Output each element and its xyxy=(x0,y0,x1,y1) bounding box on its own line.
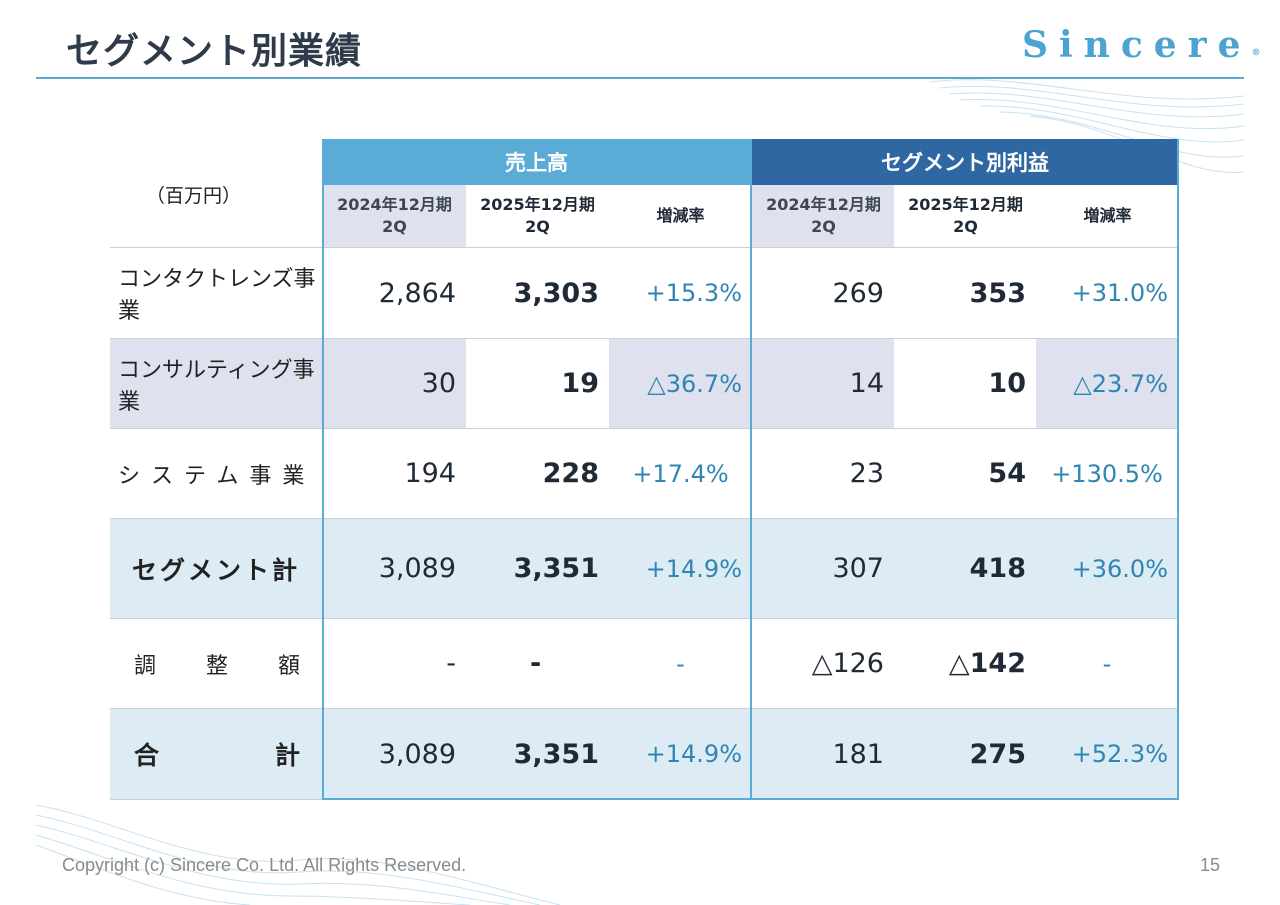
column-divider xyxy=(750,139,752,800)
header-line: 2Q xyxy=(811,217,836,236)
copyright-footer: Copyright (c) Sincere Co. Ltd. All Right… xyxy=(62,855,467,875)
profit-curr-value: 54 xyxy=(988,458,1026,489)
row-label: 合 計 xyxy=(110,709,300,799)
row-divider xyxy=(110,708,1178,709)
header-line: 2025年12月期 xyxy=(480,195,595,214)
highlight-cell xyxy=(894,339,1036,428)
header-line: 2Q xyxy=(525,217,550,236)
table-row: コンサルティング事業 30 19 △36.7% 14 10 △23.7% xyxy=(110,339,1178,428)
table-bottom-border xyxy=(322,798,1179,800)
row-label: コンサルティング事業 xyxy=(118,357,315,415)
sales-change-value: +14.9% xyxy=(645,554,742,583)
sales-change-value: △36.7% xyxy=(647,369,742,398)
profit-prev-value: 307 xyxy=(832,553,884,584)
profit-curr-value: △142 xyxy=(948,648,1026,679)
page-number: 15 xyxy=(1199,855,1220,875)
row-label: コンタクトレンズ事業 xyxy=(118,267,316,324)
sales-curr-value: 3,351 xyxy=(513,553,599,584)
header-line: 2024年12月期 xyxy=(337,195,452,214)
label-char: 計 xyxy=(274,741,300,770)
row-label: 調 整 額 xyxy=(110,619,300,708)
profit-change-value: +36.0% xyxy=(1071,554,1168,583)
table-row: 合 計 3,089 3,351 +14.9% 181 275 +52.3% xyxy=(110,709,1178,799)
table-row: 調 整 額 - - - △126 △142 - xyxy=(110,619,1178,708)
profit-change-value: +52.3% xyxy=(1071,740,1168,768)
logo-text: Sincere xyxy=(1022,24,1252,66)
profit-curr-value: 10 xyxy=(988,368,1026,399)
table-row: コンタクトレンズ事業 2,864 3,303 +15.3% 269 353 +3… xyxy=(110,248,1178,338)
profit-change-header: 増減率 xyxy=(1036,185,1179,247)
profit-change-value: +31.0% xyxy=(1071,279,1168,307)
sales-curr-value: 228 xyxy=(542,458,599,489)
sincere-logo: Sincere® xyxy=(1022,24,1261,66)
profit-prev-value: 23 xyxy=(849,458,884,489)
profit-prev-header: 2024年12月期 2Q xyxy=(752,185,895,247)
profit-prev-value: 14 xyxy=(849,368,884,399)
profit-curr-header: 2025年12月期 2Q xyxy=(894,185,1037,247)
label-char: 整 xyxy=(205,653,228,679)
sales-header: 売上高 xyxy=(323,139,750,185)
sales-prev-value: 194 xyxy=(404,458,456,489)
page-title: セグメント別業績 xyxy=(66,31,363,72)
profit-change-value: △23.7% xyxy=(1073,369,1168,398)
profit-prev-value: 269 xyxy=(832,277,884,309)
row-label: セグメント計 xyxy=(132,555,301,585)
sales-prev-value: 3,089 xyxy=(378,738,456,770)
header-line: 2Q xyxy=(953,217,978,236)
profit-header: セグメント別利益 xyxy=(752,139,1178,185)
row-divider xyxy=(110,247,1178,248)
highlight-cell xyxy=(466,339,609,428)
sales-curr-value: 19 xyxy=(561,368,599,399)
label-char: 額 xyxy=(277,653,300,679)
title-underline xyxy=(36,77,1244,79)
row-divider xyxy=(110,338,1178,339)
sales-curr-value: 3,351 xyxy=(513,738,599,770)
unit-label: （百万円） xyxy=(146,185,242,207)
header-line: 2Q xyxy=(382,217,407,236)
sales-curr-value: - xyxy=(530,648,542,679)
row-divider xyxy=(110,518,1178,519)
row-label: システム事業 xyxy=(118,463,316,489)
row-divider xyxy=(110,428,1178,429)
header-line: 2024年12月期 xyxy=(766,195,881,214)
label-char: 調 xyxy=(134,653,157,679)
profit-curr-value: 275 xyxy=(969,738,1026,770)
row-divider xyxy=(110,618,1178,619)
profit-curr-value: 353 xyxy=(969,277,1026,309)
profit-change-value: - xyxy=(1102,649,1112,678)
sales-curr-value: 3,303 xyxy=(513,277,599,309)
header-line: 増減率 xyxy=(1083,206,1132,225)
sales-change-value: - xyxy=(676,649,685,678)
label-char: 合 xyxy=(134,741,160,770)
profit-curr-value: 418 xyxy=(969,553,1026,584)
sales-prev-value: 30 xyxy=(421,368,456,399)
sales-prev-value: 3,089 xyxy=(378,553,456,584)
profit-prev-value: △126 xyxy=(811,648,884,679)
sales-curr-header: 2025年12月期 2Q xyxy=(466,185,609,247)
table-row: システム事業 194 228 +17.4% 23 54 +130.5% xyxy=(110,429,1178,518)
table-row: セグメント計 3,089 3,351 +14.9% 307 418 +36.0% xyxy=(110,519,1178,618)
column-divider xyxy=(322,139,324,800)
registered-mark: ® xyxy=(1251,48,1261,58)
profit-change-value: +130.5% xyxy=(1051,459,1163,488)
sales-change-value: +17.4% xyxy=(632,459,729,488)
sales-prev-value: 2,864 xyxy=(378,277,456,309)
header-line: 増減率 xyxy=(656,206,705,225)
header-line: 2025年12月期 xyxy=(908,195,1023,214)
sales-prev-value: - xyxy=(446,648,456,679)
profit-prev-value: 181 xyxy=(832,738,884,770)
sales-change-value: +15.3% xyxy=(645,279,742,307)
column-divider xyxy=(1177,139,1179,800)
sales-change-header: 増減率 xyxy=(609,185,752,247)
sales-change-value: +14.9% xyxy=(645,740,742,768)
sales-prev-header: 2024年12月期 2Q xyxy=(323,185,466,247)
